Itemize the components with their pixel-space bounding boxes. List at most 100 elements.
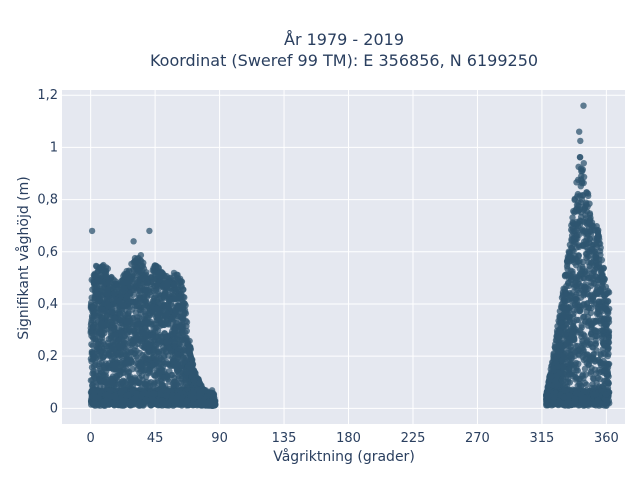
data-point [141,354,148,361]
data-point [174,361,181,368]
data-point [130,286,137,293]
data-point [88,329,96,337]
data-point [573,302,581,309]
data-point [163,313,170,320]
data-point [576,154,584,161]
data-point [554,348,561,355]
data-point [119,285,127,293]
data-point [155,282,162,290]
data-point [87,325,95,332]
data-point [592,273,599,280]
data-point [602,302,609,309]
data-point [585,361,592,369]
data-point [568,355,575,362]
data-point [561,351,568,358]
data-point [565,253,573,260]
data-point [189,356,196,363]
data-point [143,361,150,369]
data-point [163,333,171,340]
data-point [602,321,609,328]
data-point [124,312,132,319]
data-points [87,102,613,409]
data-point [142,396,149,403]
data-point [117,389,125,396]
data-point [195,399,202,407]
data-point [605,360,613,368]
data-point [602,283,610,291]
data-point [571,196,578,204]
data-point [171,338,178,345]
data-point [100,372,107,379]
data-point [559,378,567,385]
data-point [107,327,114,334]
data-point [570,313,577,320]
data-point [568,400,576,408]
data-point [141,310,149,317]
data-point [142,330,149,337]
data-point [562,343,570,350]
data-point [554,363,561,370]
data-point [569,214,576,221]
data-point [137,252,145,259]
data-point [600,265,607,272]
data-point [136,349,143,357]
data-point [88,358,95,365]
data-point [573,274,580,281]
data-point [162,392,170,399]
data-point [145,370,152,377]
data-point [580,241,587,249]
data-point [149,396,156,403]
data-point [131,395,139,402]
data-point [183,322,190,330]
data-point [597,351,604,359]
data-point [123,360,130,368]
data-point [135,362,142,370]
data-point [593,310,601,317]
data-point [173,302,181,309]
data-point [563,271,570,279]
data-point [190,389,197,396]
data-point [105,280,112,287]
data-point [190,376,198,384]
data-point [210,392,217,400]
data-point [117,329,124,336]
data-point [576,217,584,224]
data-point [179,286,187,293]
data-point [168,397,175,404]
data-point [98,320,106,328]
data-point [131,258,139,265]
data-point [605,315,612,322]
data-point [603,366,611,374]
data-point [99,338,106,346]
data-point [571,209,578,216]
data-point [116,319,124,326]
data-point [605,373,612,380]
data-point [580,206,588,214]
data-point [604,352,611,360]
data-point [174,355,181,362]
x-tick-label: 225 [401,431,426,446]
data-point [582,281,589,288]
data-point [183,354,190,362]
data-point [580,173,588,181]
data-point [571,281,578,289]
data-point [575,202,582,209]
data-point [132,338,139,345]
data-point [545,393,552,400]
data-point [142,324,149,332]
data-point [200,398,208,405]
data-point [593,379,600,387]
data-point [583,199,590,206]
data-point [157,269,164,276]
y-tick-label: 0,2 [37,349,58,364]
data-point [129,273,136,281]
data-point [118,378,126,385]
data-point [109,399,117,406]
data-point [160,353,168,361]
x-tick-label: 360 [594,431,619,446]
data-point [598,315,605,323]
data-point [183,368,191,376]
data-point [152,342,160,349]
data-point [143,381,150,388]
data-point [168,348,175,355]
